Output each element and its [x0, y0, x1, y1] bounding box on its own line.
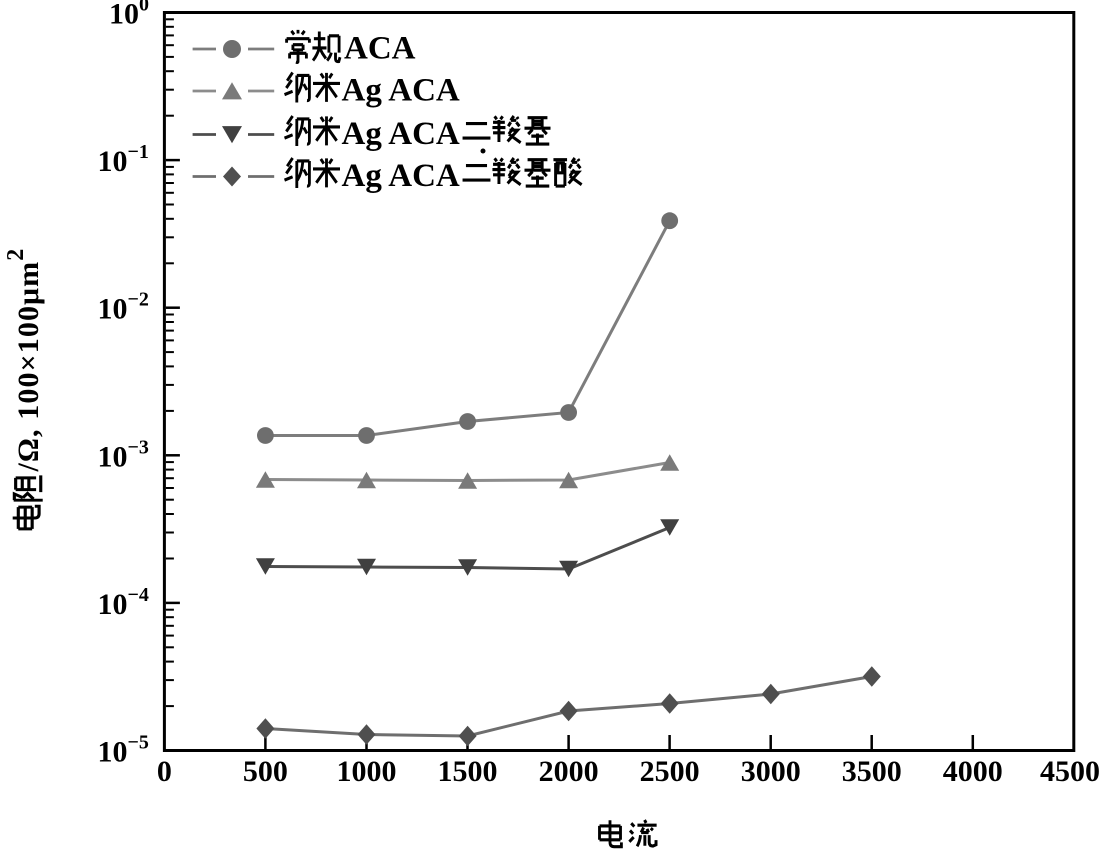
svg-text:4000: 4000: [943, 755, 1003, 788]
svg-text:4500: 4500: [1040, 755, 1100, 788]
svg-text:2000: 2000: [539, 755, 599, 788]
svg-text:ACA: ACA: [344, 31, 416, 67]
svg-text:Ag ACA: Ag ACA: [342, 73, 460, 109]
svg-text:0: 0: [157, 755, 172, 788]
svg-text:3000: 3000: [741, 755, 801, 788]
svg-text:1000: 1000: [337, 755, 397, 788]
svg-text:2500: 2500: [640, 755, 700, 788]
svg-text:500: 500: [243, 755, 288, 788]
svg-text:Ag ACA: Ag ACA: [342, 158, 460, 194]
svg-text:Ag ACA: Ag ACA: [342, 116, 460, 152]
svg-text:3500: 3500: [842, 755, 902, 788]
svg-text:1500: 1500: [438, 755, 498, 788]
